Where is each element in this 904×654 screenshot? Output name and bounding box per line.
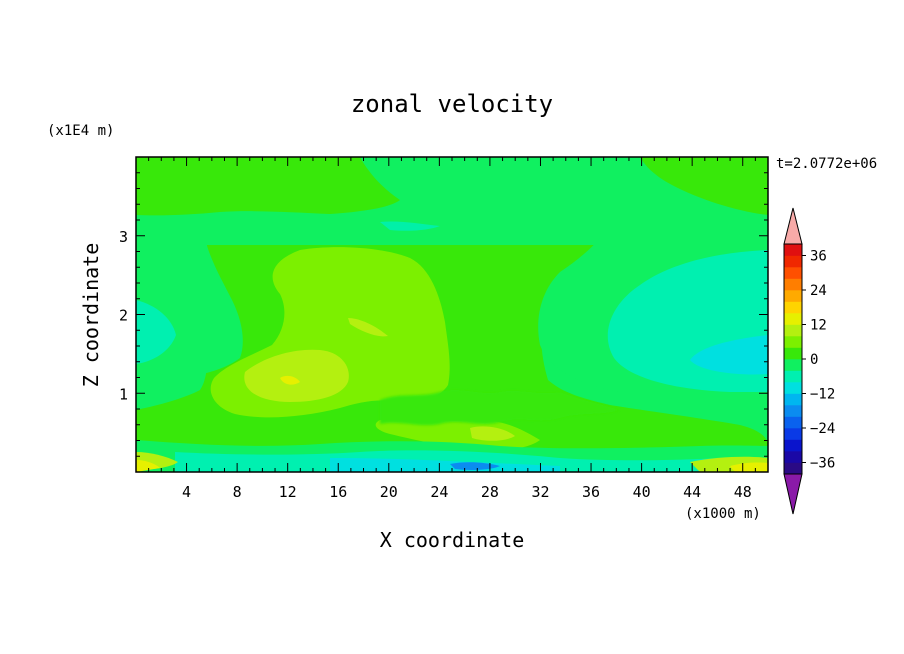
colorbar-swatch	[784, 313, 802, 325]
chart-title: zonal velocity	[351, 90, 553, 118]
x-tick-label: 8	[233, 483, 242, 501]
colorbar-swatch	[784, 244, 802, 256]
contour-maximum-left	[244, 349, 349, 402]
colorbar-swatch	[784, 428, 802, 440]
colorbar-swatch	[784, 324, 802, 337]
colorbar-swatch	[784, 393, 802, 406]
colorbar-tick-label: −24	[810, 421, 835, 437]
colorbar-swatch	[784, 290, 802, 302]
colorbar-swatch	[784, 451, 802, 463]
contour-corner-left-core	[136, 460, 160, 472]
colorbar-tick-label: 12	[810, 318, 827, 334]
colorbar-swatch	[784, 439, 802, 452]
contour-maximum-streak	[348, 318, 388, 337]
contour-upper-cyan-streak	[380, 221, 440, 231]
colorbar-swatch	[784, 301, 802, 314]
colorbar-over-triangle	[783, 207, 803, 245]
x-tick-label: 40	[633, 483, 651, 501]
contour-surface-blue	[450, 462, 500, 470]
colorbar-swatch	[784, 359, 802, 371]
contour-maximum-left-core	[280, 375, 300, 385]
colorbar-swatch	[784, 405, 802, 417]
y-tick-label: 3	[119, 228, 128, 246]
y-axis-label: Z coordinate	[79, 243, 103, 388]
colorbar-tick-label: −12	[810, 387, 835, 403]
contour-field	[136, 157, 768, 472]
colorbar-swatch	[784, 347, 802, 360]
x-tick-label: 44	[683, 483, 701, 501]
colorbar-swatch	[784, 370, 802, 383]
x-tick-label: 36	[582, 483, 600, 501]
colorbar-tick-label: 24	[810, 283, 827, 299]
colorbar-swatch	[784, 267, 802, 279]
contour-left-cyan	[136, 300, 176, 364]
colorbar-tick-label: 36	[810, 249, 827, 265]
contour-westerly-lower-arm	[375, 419, 540, 451]
x-tick-label: 16	[329, 483, 347, 501]
colorbar-tick-label: −36	[810, 456, 835, 472]
contour-upper-lighter-strip	[136, 216, 768, 238]
contour-maximum-lower	[470, 426, 515, 441]
contour-right-cyan-core	[690, 335, 768, 375]
y-tick-label: 2	[119, 307, 128, 325]
contour-corner-right-core	[730, 462, 768, 472]
colorbar-swatch	[784, 255, 802, 268]
x-axis-unit: (x1000 m)	[685, 506, 761, 522]
x-tick-label: 28	[481, 483, 499, 501]
x-axis-ticks: 4 8 12 16 20 24 28 32 36 40 44 48	[148, 157, 756, 501]
colorbar-swatch	[784, 462, 802, 475]
x-tick-label: 32	[531, 483, 549, 501]
x-tick-label: 48	[734, 483, 752, 501]
colorbar-under-triangle	[783, 473, 803, 515]
colorbar: 36 24 12 0 −12 −24 −36	[783, 207, 835, 515]
contour-upper-left-green	[136, 157, 400, 216]
y-tick-label: 1	[119, 385, 128, 403]
colorbar-swatch	[784, 336, 802, 348]
x-tick-label: 20	[380, 483, 398, 501]
x-tick-label: 12	[279, 483, 297, 501]
contour-ragged-band	[380, 390, 620, 426]
x-axis-label: X coordinate	[380, 528, 525, 552]
time-label: t=2.0772e+06	[776, 156, 877, 172]
colorbar-swatch	[784, 382, 802, 394]
x-tick-label: 4	[182, 483, 191, 501]
y-axis-ticks: 1 2 3	[119, 172, 768, 457]
colorbar-tick-label: 0	[810, 352, 818, 368]
contour-upper-right-green	[640, 157, 768, 215]
colorbar-swatch	[784, 278, 802, 291]
colorbar-swatch	[784, 416, 802, 429]
y-axis-unit: (x1E4 m)	[47, 123, 114, 139]
x-tick-label: 24	[430, 483, 448, 501]
